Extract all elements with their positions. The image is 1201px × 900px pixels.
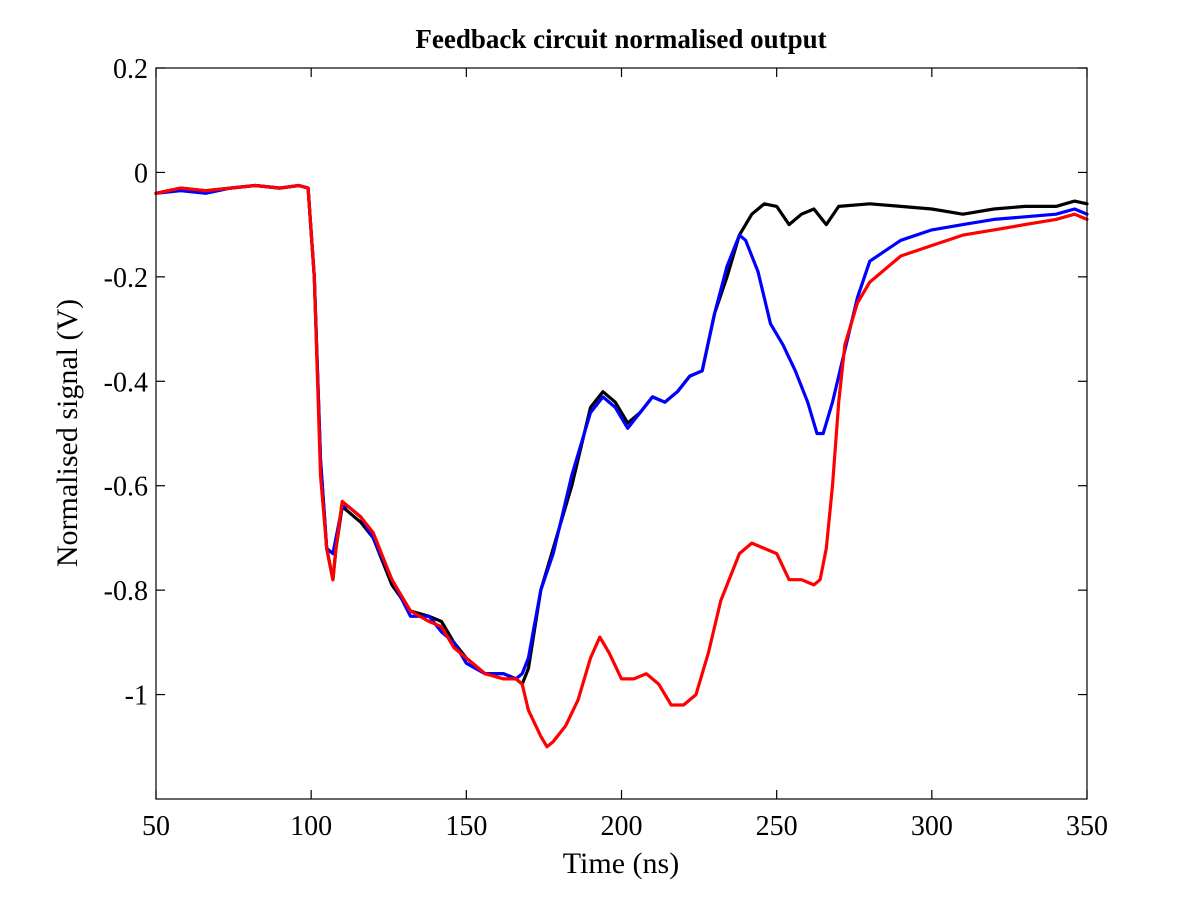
y-tick-label: -0.2 <box>104 263 148 294</box>
chart-title: Feedback circuit normalised output <box>415 24 826 54</box>
y-tick-label: -0.6 <box>104 472 148 503</box>
y-axis-label: Normalised signal (V) <box>51 299 84 567</box>
x-tick-label: 50 <box>142 811 170 842</box>
series-line-2 <box>154 183 1089 681</box>
series-line-1 <box>154 183 1089 686</box>
x-tick-label: 300 <box>911 811 953 842</box>
x-tick-label: 100 <box>290 811 332 842</box>
y-tick-label: -0.8 <box>104 576 148 607</box>
y-tick-label: 0 <box>134 158 148 189</box>
x-tick-label: 250 <box>756 811 798 842</box>
series-line-3 <box>154 183 1089 749</box>
x-axis-label: Time (ns) <box>563 847 679 880</box>
x-tick-label: 350 <box>1066 811 1108 842</box>
x-tick-label: 150 <box>445 811 487 842</box>
y-tick-label: -0.4 <box>104 367 148 398</box>
ticks-layer: 50 100 150 200 250 300 350 0.2 0 -0.2 -0.4 -0.6 -0.8… <box>104 54 1108 842</box>
series-layer <box>154 183 1089 749</box>
y-tick-label: -1 <box>125 681 148 712</box>
y-tick-label: 0.2 <box>113 54 148 85</box>
plot-frame <box>155 67 1088 800</box>
x-tick-label: 200 <box>601 811 643 842</box>
